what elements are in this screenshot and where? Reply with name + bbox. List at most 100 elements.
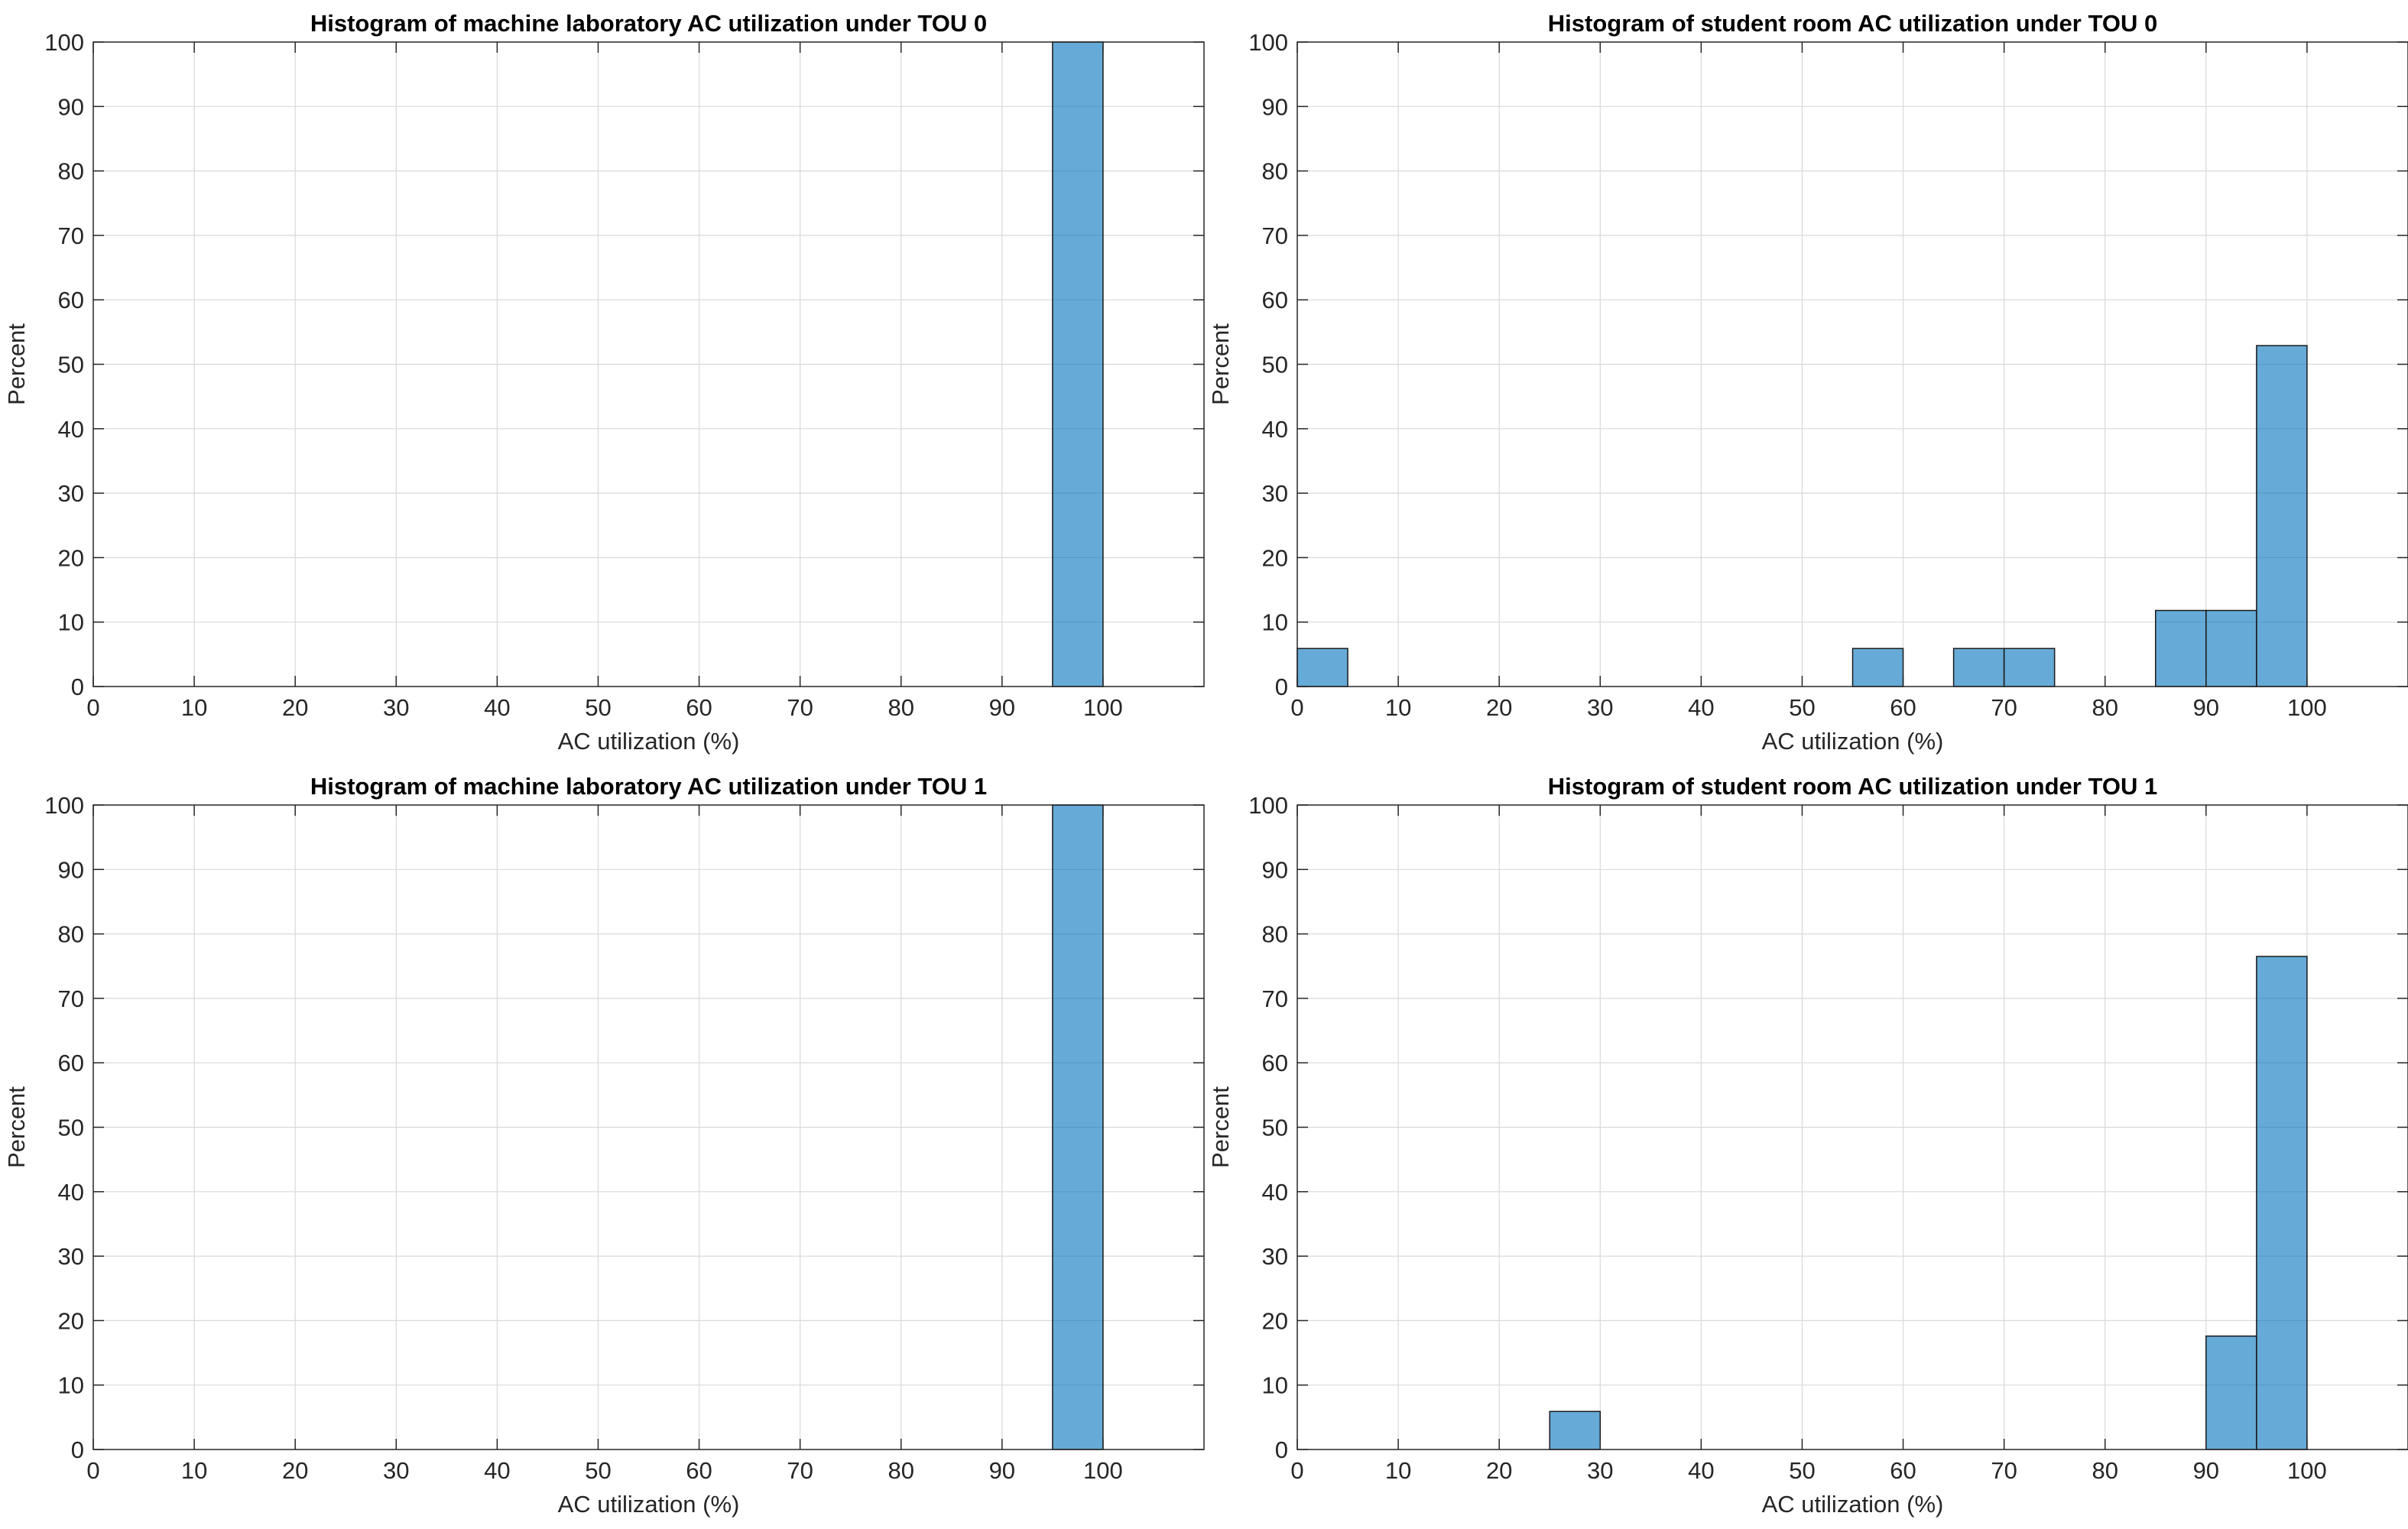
y-tick-label: 40: [1262, 416, 1288, 443]
y-axis-label: Percent: [3, 323, 30, 405]
x-tick-label: 0: [86, 1457, 99, 1484]
x-tick-label: 10: [181, 1457, 207, 1484]
x-tick-label: 0: [1290, 694, 1303, 721]
chart-panel-4: 0 10 20 30 40 50 60 70 80 90 100 0 10 20 30 40 50 60 70 80 9…: [1207, 773, 2408, 1518]
histogram-bar: [2003, 648, 2056, 687]
y-tick-label: 30: [58, 480, 84, 507]
y-tick-label: 60: [1262, 287, 1288, 313]
x-tick-label: 40: [1688, 1457, 1714, 1484]
x-axis-label: AC utilization (%): [1762, 728, 1944, 755]
x-tick-label: 70: [787, 1457, 813, 1484]
y-tick-label: 70: [58, 222, 84, 249]
y-tick-label: 70: [58, 985, 84, 1012]
x-tick-label: 30: [383, 694, 409, 721]
x-tick-label: 90: [989, 694, 1015, 721]
chart-title: Histogram of student room AC utilization…: [1548, 10, 2157, 37]
y-tick-label: 50: [1262, 352, 1288, 378]
histogram-bar: [1052, 41, 1104, 687]
x-tick-label: 100: [2287, 694, 2327, 721]
y-tick-label: 10: [58, 1372, 84, 1399]
histogram-bar: [2155, 609, 2207, 687]
x-tick-label: 100: [2287, 1457, 2327, 1484]
y-tick-label: 0: [71, 1436, 84, 1463]
x-tick-label: 70: [1991, 694, 2017, 721]
x-tick-label: 40: [484, 1457, 510, 1484]
y-tick-label: 10: [58, 609, 84, 636]
y-tick-label: 80: [1262, 921, 1288, 948]
y-tick-label: 90: [1262, 856, 1288, 883]
y-tick-label: 40: [58, 416, 84, 443]
x-tick-label: 60: [1890, 1457, 1916, 1484]
chart-panel-3: 0 10 20 30 40 50 60 70 80 90 100 0 10 20 30 40 50 60 70 80 9…: [3, 773, 1205, 1518]
x-tick-label: 80: [888, 694, 914, 721]
x-tick-label: 100: [1083, 1457, 1123, 1484]
y-axis-label: Percent: [1207, 323, 1234, 405]
x-tick-label: 50: [1789, 1457, 1815, 1484]
x-tick-label: 60: [686, 1457, 712, 1484]
x-tick-label: 10: [1385, 1457, 1411, 1484]
y-tick-label: 20: [1262, 544, 1288, 571]
x-tick-label: 90: [2193, 1457, 2219, 1484]
x-tick-label: 10: [1385, 694, 1411, 721]
y-tick-label: 80: [58, 158, 84, 185]
x-tick-label: 30: [383, 1457, 409, 1484]
y-tick-label: 20: [58, 544, 84, 571]
x-axis-label: AC utilization (%): [1762, 1491, 1944, 1518]
x-tick-label: 50: [585, 694, 611, 721]
x-tick-label: 10: [181, 694, 207, 721]
y-tick-label: 60: [1262, 1050, 1288, 1076]
y-tick-label: 30: [58, 1243, 84, 1270]
x-tick-label: 80: [2092, 1457, 2118, 1484]
y-tick-label: 90: [58, 93, 84, 120]
y-tick-label: 70: [1262, 222, 1288, 249]
y-tick-label: 60: [58, 287, 84, 313]
histogram-bar: [2205, 609, 2257, 687]
x-tick-label: 50: [1789, 694, 1815, 721]
y-tick-label: 40: [58, 1179, 84, 1206]
histogram-bar: [1052, 804, 1104, 1450]
y-tick-label: 70: [1262, 985, 1288, 1012]
y-tick-label: 20: [58, 1307, 84, 1334]
y-tick-label: 0: [1275, 1436, 1288, 1463]
y-tick-label: 20: [1262, 1307, 1288, 1334]
x-tick-label: 80: [2092, 694, 2118, 721]
histogram-bar: [1296, 648, 1348, 687]
y-axis-label: Percent: [3, 1086, 30, 1168]
histogram-bar: [2256, 956, 2308, 1450]
x-tick-label: 70: [787, 694, 813, 721]
x-tick-label: 20: [282, 694, 308, 721]
y-tick-label: 90: [1262, 93, 1288, 120]
x-tick-label: 20: [282, 1457, 308, 1484]
histogram-bar: [2256, 345, 2308, 687]
chart-panel-1: 0 10 20 30 40 50 60 70 80 90 100 0 10 20 30 40 50 60 70 80 9…: [3, 10, 1205, 755]
y-tick-label: 60: [58, 1050, 84, 1076]
x-tick-label: 70: [1991, 1457, 2017, 1484]
y-tick-label: 80: [58, 921, 84, 948]
y-tick-label: 50: [58, 352, 84, 378]
x-tick-label: 90: [989, 1457, 1015, 1484]
y-tick-label: 0: [71, 674, 84, 700]
chart-title: Histogram of machine laboratory AC utili…: [310, 10, 987, 37]
histogram-bar: [2205, 1335, 2257, 1450]
y-tick-label: 100: [44, 792, 84, 819]
y-tick-label: 30: [1262, 480, 1288, 507]
histogram-bar: [1549, 1411, 1602, 1450]
chart-panel-2: 0 10 20 30 40 50 60 70 80 90 100 0 10 20 30 40 50 60 70 80 9…: [1207, 10, 2408, 755]
x-tick-label: 40: [484, 694, 510, 721]
chart-title: Histogram of machine laboratory AC utili…: [310, 773, 987, 800]
y-tick-label: 100: [1248, 792, 1288, 819]
y-tick-label: 40: [1262, 1179, 1288, 1206]
y-tick-label: 100: [1248, 29, 1288, 56]
histogram-bar: [1851, 648, 1904, 687]
x-tick-label: 0: [1290, 1457, 1303, 1484]
chart-title: Histogram of student room AC utilization…: [1548, 773, 2157, 800]
x-tick-label: 20: [1486, 1457, 1512, 1484]
y-tick-label: 0: [1275, 674, 1288, 700]
y-tick-label: 30: [1262, 1243, 1288, 1270]
y-axis-label: Percent: [1207, 1086, 1234, 1168]
y-tick-label: 10: [1262, 1372, 1288, 1399]
x-tick-label: 0: [86, 694, 99, 721]
x-axis-label: AC utilization (%): [558, 728, 740, 755]
x-tick-label: 30: [1587, 1457, 1613, 1484]
